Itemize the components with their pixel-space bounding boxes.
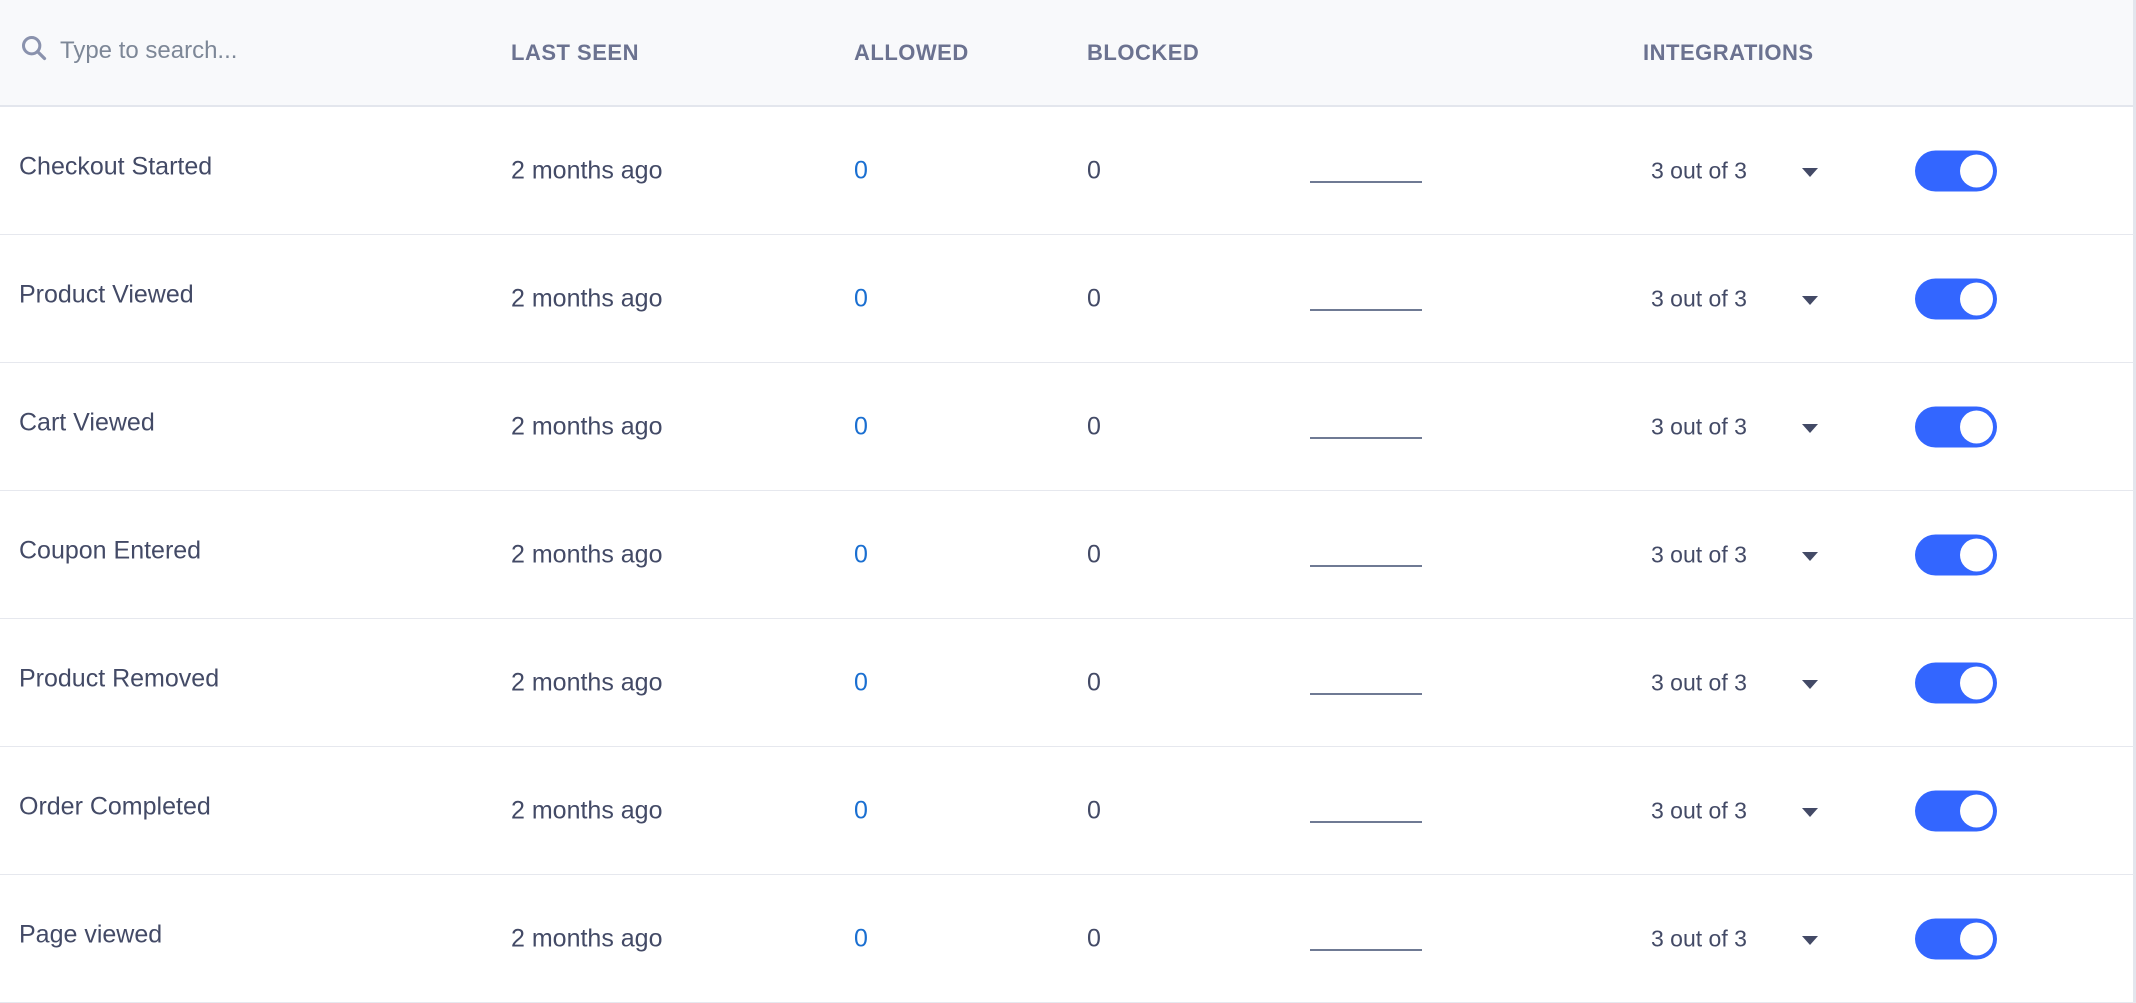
event-name[interactable]: Product Removed <box>19 664 220 692</box>
integrations-count[interactable]: 3 out of 3 <box>1651 157 1747 183</box>
blocked-count: 0 <box>1087 156 1101 184</box>
sparkline <box>1310 308 1422 311</box>
last-seen: 2 months ago <box>511 668 663 696</box>
event-enabled-toggle[interactable] <box>1915 150 1997 191</box>
sparkline <box>1310 436 1422 439</box>
blocked-count: 0 <box>1087 668 1101 696</box>
event-enabled-toggle[interactable] <box>1915 406 1997 447</box>
toggle-knob <box>1960 410 1993 443</box>
blocked-count: 0 <box>1087 796 1101 824</box>
toggle-knob <box>1960 794 1993 827</box>
event-enabled-toggle[interactable] <box>1915 918 1997 959</box>
event-name[interactable]: Page viewed <box>19 920 163 948</box>
toggle-knob <box>1960 922 1993 955</box>
integrations-count[interactable]: 3 out of 3 <box>1651 541 1747 567</box>
chevron-down-icon[interactable] <box>1802 423 1818 433</box>
column-header-last-seen[interactable]: LAST SEEN <box>511 40 639 65</box>
chevron-down-icon[interactable] <box>1802 935 1818 945</box>
table-row: Checkout Started 2 months ago 0 0 3 out of 3 <box>0 107 2136 235</box>
toggle-knob <box>1960 666 1993 699</box>
event-enabled-toggle[interactable] <box>1915 662 1997 703</box>
table-row: Order Completed 2 months ago 0 0 3 out of 3 <box>0 747 2136 875</box>
last-seen: 2 months ago <box>511 284 663 312</box>
last-seen: 2 months ago <box>511 796 663 824</box>
blocked-count: 0 <box>1087 924 1101 952</box>
column-header-blocked[interactable]: BLOCKED <box>1087 40 1200 65</box>
integrations-count[interactable]: 3 out of 3 <box>1651 925 1747 951</box>
integrations-count[interactable]: 3 out of 3 <box>1651 669 1747 695</box>
event-enabled-toggle[interactable] <box>1915 534 1997 575</box>
column-header-allowed[interactable]: ALLOWED <box>854 40 969 65</box>
event-name[interactable]: Coupon Entered <box>19 536 202 564</box>
sparkline <box>1310 180 1422 183</box>
last-seen: 2 months ago <box>511 412 663 440</box>
event-name[interactable]: Checkout Started <box>19 152 213 180</box>
table-row: Product Removed 2 months ago 0 0 3 out of 3 <box>0 619 2136 747</box>
toggle-knob <box>1960 282 1993 315</box>
blocked-count: 0 <box>1087 284 1101 312</box>
allowed-count-link[interactable]: 0 <box>854 156 868 184</box>
toggle-knob <box>1960 538 1993 571</box>
chevron-down-icon[interactable] <box>1802 167 1818 177</box>
table-row: Product Viewed 2 months ago 0 0 3 out of 3 <box>0 235 2136 363</box>
event-name[interactable]: Product Viewed <box>19 280 194 308</box>
chevron-down-icon[interactable] <box>1802 295 1818 305</box>
column-header-integrations[interactable]: INTEGRATIONS <box>1643 40 1814 65</box>
table-header: LAST SEEN ALLOWED BLOCKED INTEGRATIONS <box>0 0 2136 107</box>
search-box[interactable] <box>20 34 422 67</box>
blocked-count: 0 <box>1087 540 1101 568</box>
integrations-count[interactable]: 3 out of 3 <box>1651 285 1747 311</box>
table-row: Cart Viewed 2 months ago 0 0 3 out of 3 <box>0 363 2136 491</box>
chevron-down-icon[interactable] <box>1802 551 1818 561</box>
sparkline <box>1310 564 1422 567</box>
toggle-knob <box>1960 154 1993 187</box>
search-input[interactable] <box>58 35 422 66</box>
chevron-down-icon[interactable] <box>1802 807 1818 817</box>
sparkline <box>1310 692 1422 695</box>
integrations-count[interactable]: 3 out of 3 <box>1651 797 1747 823</box>
table-row: Coupon Entered 2 months ago 0 0 3 out of 3 <box>0 491 2136 619</box>
allowed-count-link[interactable]: 0 <box>854 540 868 568</box>
allowed-count-link[interactable]: 0 <box>854 924 868 952</box>
search-icon <box>20 34 48 67</box>
integrations-count[interactable]: 3 out of 3 <box>1651 413 1747 439</box>
last-seen: 2 months ago <box>511 924 663 952</box>
sparkline <box>1310 948 1422 951</box>
last-seen: 2 months ago <box>511 156 663 184</box>
event-enabled-toggle[interactable] <box>1915 790 1997 831</box>
event-name[interactable]: Cart Viewed <box>19 408 155 436</box>
event-name[interactable]: Order Completed <box>19 792 211 820</box>
allowed-count-link[interactable]: 0 <box>854 796 868 824</box>
sparkline <box>1310 820 1422 823</box>
chevron-down-icon[interactable] <box>1802 679 1818 689</box>
allowed-count-link[interactable]: 0 <box>854 284 868 312</box>
last-seen: 2 months ago <box>511 540 663 568</box>
allowed-count-link[interactable]: 0 <box>854 668 868 696</box>
table-row: Page viewed 2 months ago 0 0 3 out of 3 <box>0 875 2136 1003</box>
allowed-count-link[interactable]: 0 <box>854 412 868 440</box>
blocked-count: 0 <box>1087 412 1101 440</box>
event-enabled-toggle[interactable] <box>1915 278 1997 319</box>
